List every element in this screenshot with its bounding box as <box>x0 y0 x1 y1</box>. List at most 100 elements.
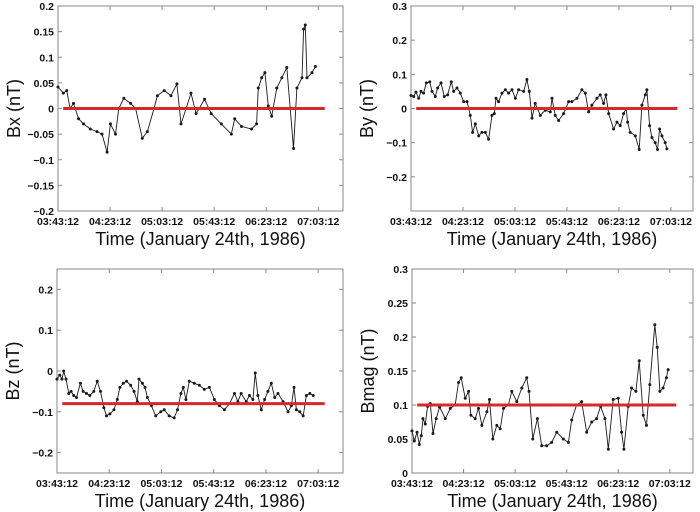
data-point <box>421 417 425 421</box>
data-point <box>618 124 622 128</box>
data-point <box>414 90 418 94</box>
data-point <box>162 408 166 412</box>
data-point <box>658 127 662 131</box>
data-point <box>233 117 237 121</box>
data-point <box>300 76 304 80</box>
data-point <box>428 80 432 84</box>
data-point <box>459 376 463 380</box>
data-point <box>607 112 611 116</box>
data-point <box>114 132 118 136</box>
data-point <box>634 389 638 393</box>
data-point <box>622 112 626 116</box>
y-tick-label: 0 <box>48 104 54 116</box>
data-point <box>502 406 506 410</box>
data-point <box>527 89 531 93</box>
y-tick-label: 0.05 <box>388 434 409 446</box>
data-point <box>56 85 60 89</box>
data-point <box>606 447 610 451</box>
x-tick-label: 06:23:12 <box>245 216 287 228</box>
x-tick-label: 05:03:12 <box>140 478 182 490</box>
data-point <box>88 393 92 397</box>
data-point <box>292 385 296 389</box>
data-point <box>60 377 64 381</box>
data-point <box>305 76 309 80</box>
data-point <box>487 398 491 402</box>
data-point <box>477 406 481 410</box>
data-point <box>419 434 423 438</box>
data-point <box>74 396 78 400</box>
data-point <box>463 396 467 400</box>
data-point <box>253 371 257 375</box>
data-point <box>162 89 166 93</box>
y-tick-label: 0.2 <box>393 332 408 344</box>
data-point <box>468 113 472 117</box>
data-point <box>477 134 481 138</box>
data-point <box>522 89 526 93</box>
data-point <box>65 89 69 93</box>
data-point <box>535 417 539 421</box>
data-point <box>548 110 552 114</box>
x-tick-label: 03:43:12 <box>391 478 433 490</box>
data-point <box>172 416 176 420</box>
data-point <box>557 118 561 122</box>
data-point <box>620 430 624 434</box>
data-point <box>310 71 314 75</box>
data-point <box>121 381 125 385</box>
data-point <box>71 101 75 105</box>
data-point <box>590 103 594 107</box>
data-point <box>275 86 279 90</box>
plot-area <box>56 268 344 474</box>
data-point <box>154 414 158 418</box>
data-point <box>580 400 584 404</box>
data-point <box>630 386 634 390</box>
data-point <box>108 122 112 126</box>
data-point <box>409 94 413 98</box>
data-point <box>247 393 251 397</box>
y-tick-label: −0.2 <box>32 448 53 460</box>
data-point <box>658 389 662 393</box>
data-point <box>458 91 462 95</box>
data-point <box>229 132 233 136</box>
x-tick-label: 05:43:12 <box>546 478 588 490</box>
data-point <box>197 383 201 387</box>
panel-bmag: 03:43:12 04:23:12 05:03:12 05:43:12 06:23:12… <box>358 264 694 511</box>
data-point <box>661 386 665 390</box>
data-point <box>525 376 529 380</box>
y-axis-label: Bz (nT) <box>3 341 23 400</box>
data-point <box>540 444 544 448</box>
y-axis-label: By (nT) <box>357 79 377 138</box>
y-tick-label: 0 <box>47 366 53 378</box>
panel-by: 03:43:12 04:23:12 05:03:12 05:43:12 06:23:12… <box>357 1 694 249</box>
data-point <box>473 122 477 126</box>
y-tick-label: 0.1 <box>39 52 54 64</box>
data-point <box>656 148 660 151</box>
data-point <box>412 439 416 443</box>
data-point <box>422 91 426 95</box>
x-axis-label: Time (January 24th, 1986) <box>447 491 657 511</box>
y-tick-label: 0.05 <box>34 78 55 90</box>
data-point <box>189 91 193 95</box>
x-tick-label: 07:03:12 <box>650 216 692 228</box>
data-point <box>140 136 144 140</box>
data-point <box>604 93 608 97</box>
x-tick-label: 05:03:12 <box>494 216 536 228</box>
data-point <box>570 100 574 104</box>
data-point <box>194 112 198 116</box>
y-tick-label: 0.2 <box>38 284 53 296</box>
data-point <box>517 88 521 92</box>
data-point <box>653 141 657 145</box>
data-point <box>179 122 183 126</box>
x-tick-label: 05:43:12 <box>546 216 588 228</box>
data-point <box>491 437 495 441</box>
y-tick-label: 0 <box>402 468 408 480</box>
data-point <box>82 122 86 126</box>
data-point <box>108 412 112 416</box>
data-point <box>140 381 144 385</box>
data-point <box>431 432 435 436</box>
data-point <box>457 381 461 385</box>
data-point <box>527 389 531 393</box>
data-point <box>285 66 289 69</box>
data-point <box>595 417 599 421</box>
data-point <box>590 420 594 424</box>
x-tick-label: 05:03:12 <box>141 216 183 228</box>
